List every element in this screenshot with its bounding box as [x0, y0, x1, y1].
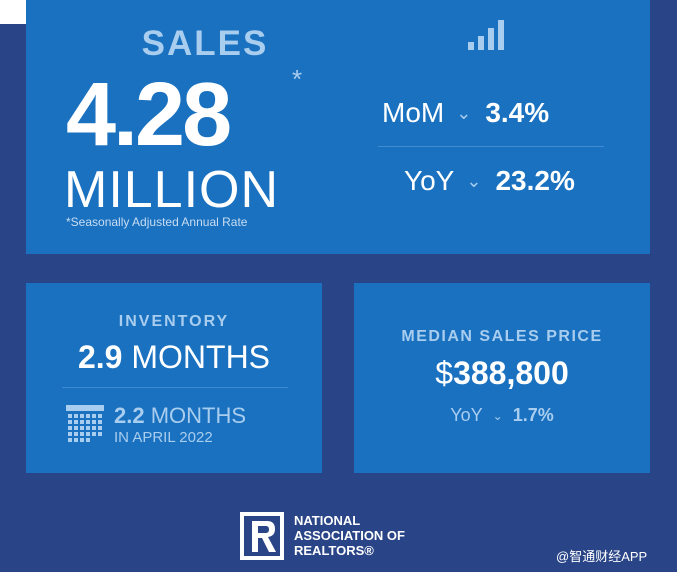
realtor-r-logo-icon: [240, 512, 284, 560]
median-price-yoy: YoY ⌄ 1.7%: [354, 405, 650, 426]
watermark: @智通财经APP: [556, 549, 648, 564]
sales-value: 4.28: [66, 65, 232, 165]
price-yoy-label: YoY: [450, 405, 483, 425]
sales-footnote: *Seasonally Adjusted Annual Rate: [66, 215, 248, 229]
divider: [378, 146, 604, 147]
previous-inventory-value: 2.2: [114, 403, 145, 428]
inventory-value-line: 2.9 MONTHS: [26, 339, 322, 376]
previous-inventory-note: IN APRIL 2022: [114, 429, 213, 446]
sales-unit: MILLION: [64, 161, 280, 219]
currency-symbol: $: [435, 355, 454, 391]
previous-inventory-unit: MONTHS: [150, 403, 247, 428]
org-line-2: ASSOCIATION OF: [294, 528, 405, 543]
median-price-value: 388,800: [453, 355, 569, 391]
mom-label: MoM: [382, 97, 445, 128]
org-line-1: NATIONAL: [294, 513, 361, 528]
org-line-3: REALTORS®: [294, 543, 374, 558]
mom-value: 3.4%: [485, 97, 550, 128]
chevron-down-icon: ⌄: [456, 102, 472, 123]
inventory-unit: MONTHS: [131, 339, 271, 375]
inventory-value: 2.9: [77, 339, 123, 375]
chevron-down-icon: ⌄: [466, 170, 482, 191]
inventory-label: INVENTORY: [118, 313, 230, 330]
previous-inventory-line: 2.2 MONTHS: [114, 403, 246, 429]
mom-stat: MoM ⌄ 3.4%: [382, 97, 549, 129]
median-price-panel: MEDIAN SALES PRICE $388,800 YoY ⌄ 1.7%: [354, 283, 650, 473]
median-price-label: MEDIAN SALES PRICE: [401, 328, 603, 345]
sales-asterisk: *: [292, 64, 303, 94]
median-price-line: $388,800: [354, 355, 650, 392]
yoy-value: 23.2%: [495, 165, 575, 196]
yoy-label: YoY: [404, 165, 455, 196]
price-yoy-value: 1.7%: [512, 405, 554, 425]
inventory-panel: INVENTORY 2.9 MONTHS 2.2 MONTHS IN APRIL…: [26, 283, 322, 473]
sales-panel: SALES 4.28 * MILLION *Seasonally Adjuste…: [26, 0, 650, 254]
sales-label: SALES: [141, 24, 269, 63]
organization-name: NATIONAL ASSOCIATION OF REALTORS®: [294, 513, 405, 558]
calendar-icon: [66, 405, 104, 442]
chevron-down-icon: ⌄: [492, 408, 503, 423]
yoy-stat: YoY ⌄ 23.2%: [404, 165, 575, 197]
divider: [62, 387, 288, 388]
